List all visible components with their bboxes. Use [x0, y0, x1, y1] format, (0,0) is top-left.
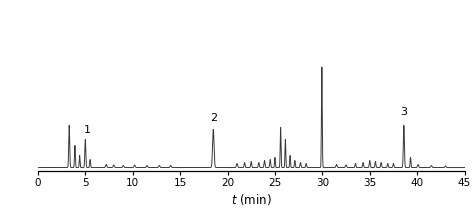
Text: 3: 3 [401, 107, 407, 117]
Text: 1: 1 [84, 125, 91, 135]
X-axis label: $t$ (min): $t$ (min) [231, 192, 272, 207]
Text: 2: 2 [210, 113, 217, 123]
